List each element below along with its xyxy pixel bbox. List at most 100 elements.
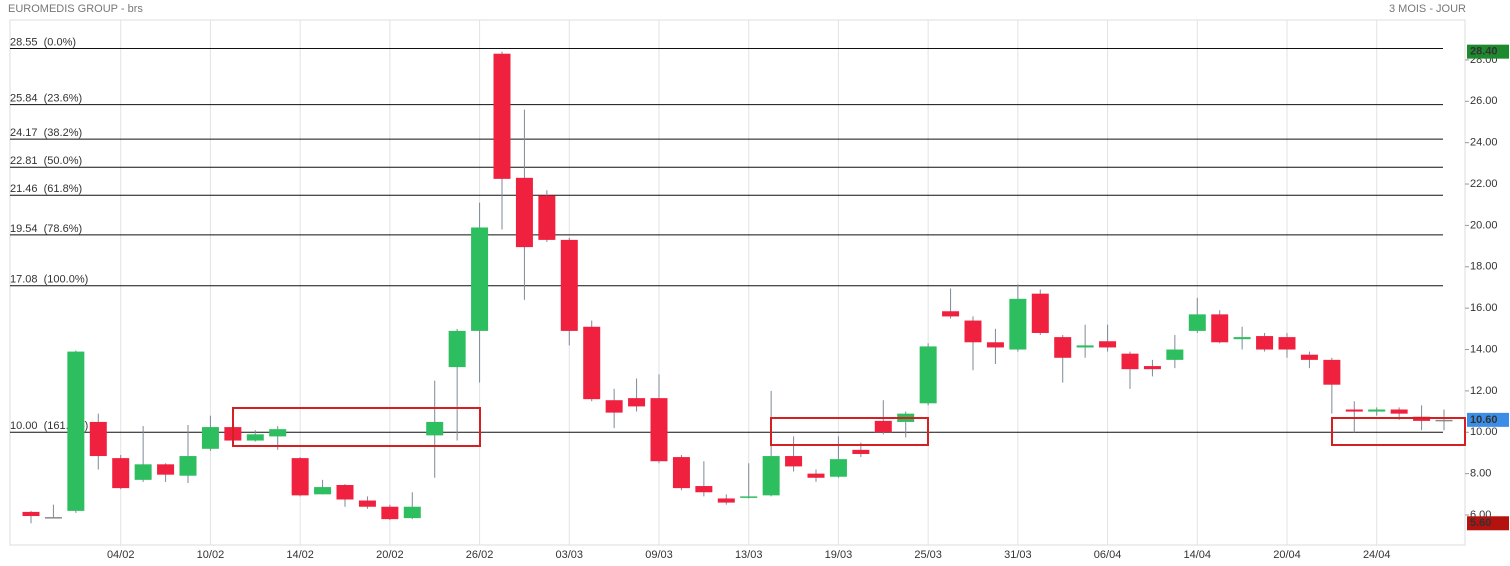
annotation-box <box>1331 417 1466 446</box>
x-tick-label: 04/02 <box>107 549 135 561</box>
candle-body <box>1345 409 1363 412</box>
candle-body <box>291 458 309 496</box>
candle-body <box>22 511 40 517</box>
candle-body <box>336 485 354 500</box>
price-label: 5.60 <box>1470 517 1491 529</box>
fib-label: 25.84 (23.6%) <box>10 93 82 105</box>
chart-subtitle: 3 MOIS - JOUR <box>1389 3 1466 15</box>
x-tick-label: 14/04 <box>1184 549 1212 561</box>
candle-body <box>314 487 332 495</box>
marks: 6.008.0010.0012.0014.0016.0018.0020.0022… <box>10 20 1509 561</box>
candle-body <box>874 420 892 433</box>
plot-frame <box>9 19 1466 546</box>
price-label-box <box>1467 516 1509 531</box>
candle-body <box>1166 349 1184 360</box>
candle-body <box>807 473 825 478</box>
candle-body <box>1121 353 1139 370</box>
candle-body <box>1300 354 1318 360</box>
candle-body <box>403 506 421 519</box>
fib-label: 21.46 (61.8%) <box>10 183 82 195</box>
candle-body <box>1256 336 1274 350</box>
candle-body <box>560 239 578 331</box>
candle-body <box>269 429 287 437</box>
x-tick-label: 03/03 <box>556 549 584 561</box>
candle-body <box>785 456 803 467</box>
price-label: 28.40 <box>1470 46 1498 58</box>
candle-body <box>134 464 152 480</box>
candle-body <box>964 320 982 343</box>
price-label-box <box>1467 412 1509 427</box>
candle-body <box>67 351 85 511</box>
candle-body <box>628 398 646 407</box>
candle-body <box>672 457 690 489</box>
candle-body <box>1211 314 1229 343</box>
candle-body <box>44 517 62 519</box>
x-tick-label: 10/02 <box>197 549 225 561</box>
y-tick-label: 8.00 <box>1470 468 1491 480</box>
candle-body <box>829 459 847 477</box>
candle-body <box>1099 341 1117 348</box>
candle-body <box>919 346 937 404</box>
y-tick-label: 12.00 <box>1470 385 1498 397</box>
x-tick-label: 26/02 <box>466 549 494 561</box>
y-tick-label: 10.00 <box>1470 426 1498 438</box>
x-tick-label: 06/04 <box>1094 549 1122 561</box>
candle-body <box>179 456 197 476</box>
candle-body <box>1390 409 1408 414</box>
candle-body <box>1435 419 1453 422</box>
candle-body <box>740 496 758 498</box>
x-tick-label: 14/02 <box>286 549 314 561</box>
fib-label: 22.81 (50.0%) <box>10 155 82 167</box>
candle-body <box>762 456 780 496</box>
candle-body <box>1368 409 1386 412</box>
fib-label: 24.17 (38.2%) <box>10 127 82 139</box>
candle-body <box>358 500 376 507</box>
x-tick-label: 31/03 <box>1004 549 1032 561</box>
x-tick-label: 13/03 <box>735 549 763 561</box>
candle-body <box>89 421 107 457</box>
candle-body <box>157 464 175 475</box>
candle-body <box>426 421 444 436</box>
fib-label: 19.54 (78.6%) <box>10 223 82 235</box>
candle-body <box>1233 337 1251 340</box>
annotation-boxes <box>232 407 1466 447</box>
candle-body <box>515 177 533 248</box>
candle-body <box>246 434 264 441</box>
candle-body <box>112 458 130 489</box>
fib-label: 28.55 (0.0%) <box>10 36 76 48</box>
annotation-box <box>770 417 929 446</box>
candle-body <box>1076 345 1094 348</box>
candle-body <box>538 195 556 240</box>
chart-title: EUROMEDIS GROUP - brs <box>8 3 143 15</box>
fib-label: 17.08 (100.0%) <box>10 274 88 286</box>
y-tick-label: 20.00 <box>1470 219 1498 231</box>
x-tick-label: 09/03 <box>645 549 673 561</box>
candle-body <box>201 427 219 449</box>
y-tick-label: 22.00 <box>1470 178 1498 190</box>
candle-body <box>852 449 870 454</box>
price-label-box <box>1467 44 1509 59</box>
candle-body <box>381 506 399 520</box>
annotation-box <box>232 407 481 447</box>
y-tick-label: 14.00 <box>1470 343 1498 355</box>
candle-body <box>986 342 1004 348</box>
x-tick-label: 24/04 <box>1363 549 1391 561</box>
candle-body <box>1031 293 1049 333</box>
candle-body <box>650 398 668 462</box>
candle-body <box>605 400 623 413</box>
x-tick-label: 25/03 <box>914 549 942 561</box>
x-tick-label: 19/03 <box>825 549 853 561</box>
y-tick-label: 24.00 <box>1470 137 1498 149</box>
y-tick-label: 16.00 <box>1470 302 1498 314</box>
x-tick-label: 20/04 <box>1273 549 1301 561</box>
price-label: 10.60 <box>1470 414 1498 426</box>
candle-body <box>1188 314 1206 331</box>
candle-body <box>942 311 960 317</box>
candle-body <box>448 330 466 368</box>
y-tick-label: 26.00 <box>1470 95 1498 107</box>
candle-body <box>471 227 489 331</box>
candle-body <box>717 498 735 503</box>
candle-body <box>493 53 511 179</box>
y-tick-label: 18.00 <box>1470 261 1498 273</box>
